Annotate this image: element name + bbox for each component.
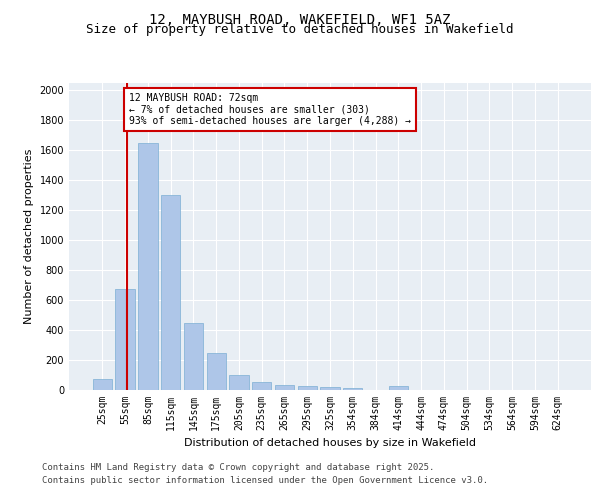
Bar [206, 353, 226, 390]
X-axis label: Distribution of detached houses by size in Wakefield: Distribution of detached houses by size … [184, 438, 476, 448]
Bar [389, 386, 408, 390]
Bar [275, 385, 294, 390]
Bar [93, 379, 112, 390]
Bar [343, 388, 362, 390]
Bar [138, 142, 158, 390]
Text: Contains HM Land Registry data © Crown copyright and database right 2025.: Contains HM Land Registry data © Crown c… [42, 464, 434, 472]
Text: 12 MAYBUSH ROAD: 72sqm
← 7% of detached houses are smaller (303)
93% of semi-det: 12 MAYBUSH ROAD: 72sqm ← 7% of detached … [129, 93, 411, 126]
Bar [161, 195, 181, 390]
Bar [184, 322, 203, 390]
Text: Contains public sector information licensed under the Open Government Licence v3: Contains public sector information licen… [42, 476, 488, 485]
Y-axis label: Number of detached properties: Number of detached properties [24, 148, 34, 324]
Bar [115, 289, 135, 390]
Bar [229, 375, 248, 390]
Text: 12, MAYBUSH ROAD, WAKEFIELD, WF1 5AZ: 12, MAYBUSH ROAD, WAKEFIELD, WF1 5AZ [149, 12, 451, 26]
Text: Size of property relative to detached houses in Wakefield: Size of property relative to detached ho… [86, 22, 514, 36]
Bar [320, 387, 340, 390]
Bar [252, 382, 271, 390]
Bar [298, 386, 317, 390]
